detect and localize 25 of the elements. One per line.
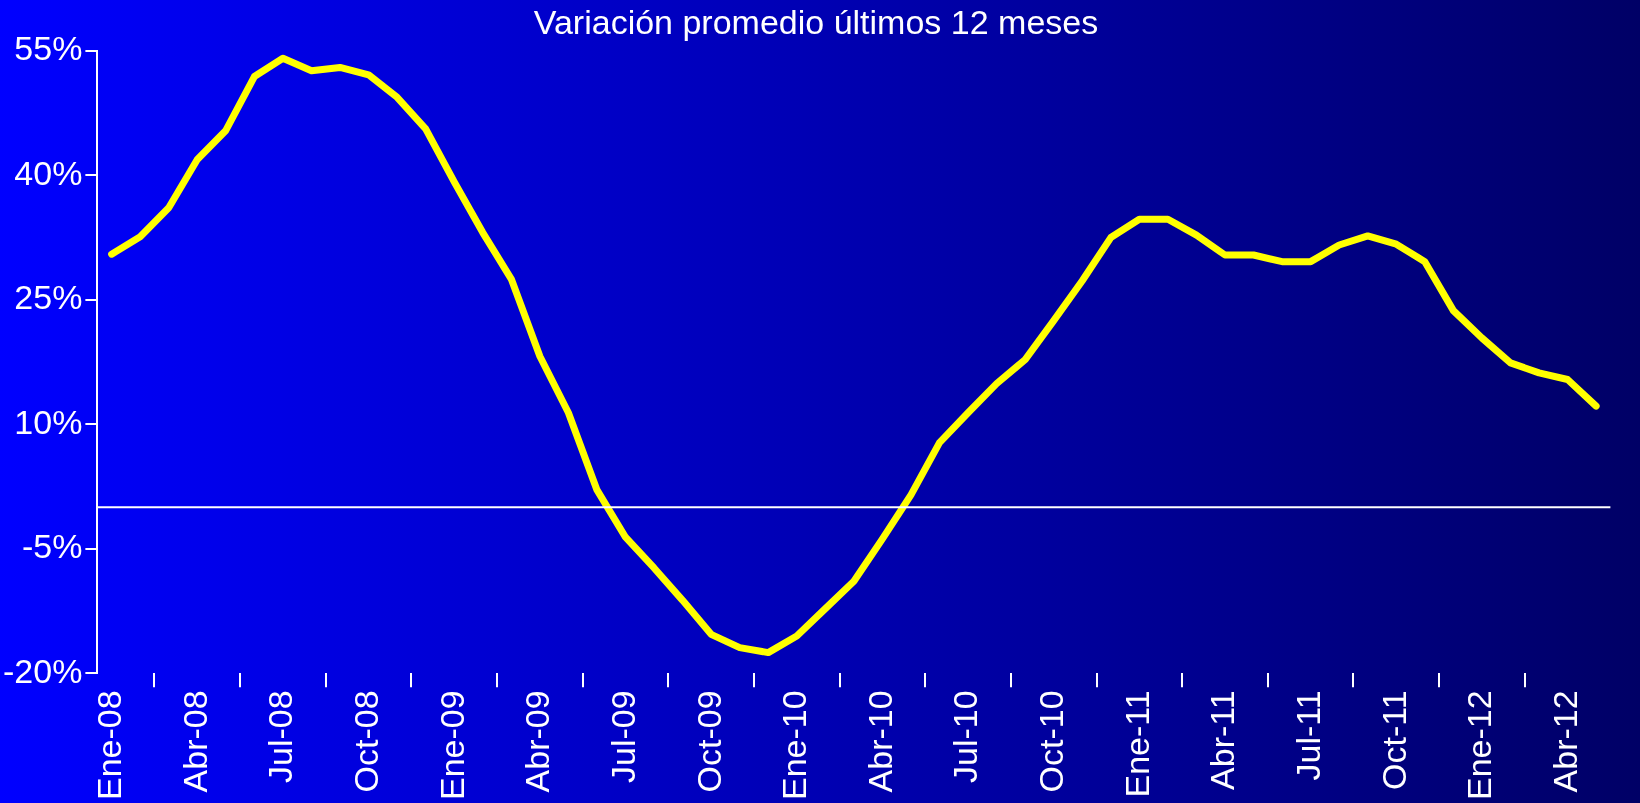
x-tick-label: Oct-10	[1032, 690, 1071, 793]
x-tick-label: Abr-08	[175, 690, 214, 793]
y-tick-label: 25%	[14, 278, 83, 317]
x-tick-label: Jul-08	[261, 690, 300, 783]
x-tick-label: Ene-12	[1460, 690, 1499, 800]
x-tick-label: Ene-10	[775, 690, 814, 800]
y-tick-label: -5%	[21, 527, 83, 566]
chart-title: Variación promedio últimos 12 meses	[533, 2, 1099, 41]
x-tick-label: Ene-08	[90, 690, 129, 800]
x-tick-label: Ene-09	[432, 690, 471, 800]
y-tick-label: 55%	[14, 29, 83, 68]
y-tick-label: 40%	[14, 153, 83, 192]
x-tick-label: Oct-08	[346, 690, 385, 793]
x-tick-label: Jul-09	[603, 690, 642, 783]
x-tick-label: Abr-12	[1545, 690, 1584, 793]
x-tick-label: Oct-11	[1374, 690, 1413, 790]
y-tick-label: 10%	[14, 402, 83, 441]
x-tick-label: Abr-11	[1203, 690, 1242, 790]
x-tick-label: Oct-09	[689, 690, 728, 793]
x-tick-label: Jul-10	[946, 690, 985, 783]
x-tick-label: Ene-11	[1117, 690, 1156, 798]
x-tick-label: Jul-11	[1289, 690, 1328, 781]
x-tick-label: Abr-10	[860, 690, 899, 793]
x-tick-label: Abr-09	[518, 690, 557, 793]
y-tick-label: -20%	[3, 651, 83, 690]
